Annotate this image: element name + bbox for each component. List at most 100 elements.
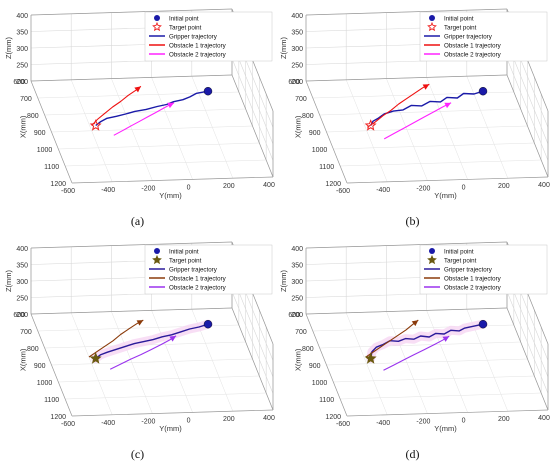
axis-box-edge — [305, 8, 508, 16]
obstacle-1-trajectory-arrowhead — [134, 86, 141, 93]
target-point-marker — [89, 119, 102, 131]
gripper-trajectory-line — [95, 323, 209, 360]
z-tick-label: 200 — [291, 79, 303, 86]
floor-gridline-x — [333, 142, 535, 150]
y-tick-label: -600 — [61, 421, 75, 428]
floor-gridline-x — [340, 159, 542, 167]
legend-box — [419, 11, 548, 62]
legend: Initial point Target point Gripper traject… — [419, 11, 548, 62]
legend-label: Obstacle 2 trajectory — [169, 52, 227, 59]
y-tick-label: 0 — [462, 184, 466, 191]
x-tick-label: 800 — [27, 346, 39, 353]
y-tick-label: 0 — [462, 417, 466, 424]
axis-box-edge — [305, 80, 348, 184]
x-tick-label: 900 — [34, 363, 46, 370]
obstacle-1-trajectory-arrowhead — [411, 320, 419, 327]
floor-gridline-x — [326, 125, 528, 133]
legend: Initial point Target point Gripper traject… — [419, 244, 548, 295]
legend-label: Initial point — [444, 249, 474, 256]
x-tick-label: 1100 — [319, 397, 334, 404]
chart-a-svg: -600 -400 -200 0 200 400 Y(mm) 600 700 800 900 1000… — [4, 8, 275, 200]
x-axis-label: X(mm) — [18, 115, 27, 138]
z-tick-label: 250 — [16, 296, 28, 303]
axis-box-edge — [231, 307, 274, 411]
caption-c: (c) — [130, 447, 145, 461]
x-tick-label: 600 — [13, 79, 25, 86]
chart-d-svg: -600 -400 -200 0 200 400 Y(mm) 600 700 800 900 1000… — [279, 241, 550, 433]
x-tick-label: 700 — [295, 96, 307, 103]
x-tick-label: 900 — [34, 130, 46, 137]
floor-gridline-x — [58, 375, 260, 383]
y-tick-label: 400 — [538, 182, 550, 189]
x-tick-label: 700 — [20, 96, 32, 103]
axis-box-edge — [305, 307, 508, 315]
axis-box-edge — [30, 74, 233, 82]
z-axis-label: Z(mm) — [4, 269, 13, 292]
y-tick-label: 0 — [187, 417, 191, 424]
legend-label: Obstacle 1 trajectory — [169, 276, 227, 283]
legend-label: Obstacle 2 trajectory — [169, 285, 227, 292]
x-tick-label: 1000 — [312, 380, 328, 387]
x-tick-label: 700 — [20, 329, 32, 336]
y-axis-label: Y(mm) — [159, 424, 182, 433]
initial-point-marker — [203, 86, 213, 96]
z-tick-label: 400 — [16, 246, 28, 253]
x-tick-label: 600 — [288, 312, 300, 319]
legend-marker-target-point — [152, 254, 162, 265]
chart-panel-c: -600 -400 -200 0 200 400 Y(mm) 600 700 800 900 1000… — [0, 233, 275, 465]
obstacle-2-trajectory-arrowhead — [169, 335, 177, 342]
y-tick-label: -200 — [141, 186, 155, 193]
obstacle-2-trajectory-line — [109, 335, 177, 370]
z-tick-label: 250 — [291, 296, 303, 303]
y-tick-label: -600 — [336, 188, 350, 195]
x-tick-label: 1100 — [319, 164, 334, 171]
legend-label: Obstacle 1 trajectory — [169, 43, 227, 50]
legend-label: Initial point — [169, 16, 199, 23]
z-tick-label: 300 — [16, 279, 28, 286]
z-tick-label: 350 — [16, 30, 28, 37]
z-tick-label: 350 — [291, 30, 303, 37]
axis-box-edge — [30, 307, 233, 315]
legend-box — [419, 244, 548, 295]
obstacle-2-trajectory-line — [383, 335, 450, 371]
x-tick-label: 700 — [295, 329, 307, 336]
side-wall-z-gridline — [506, 291, 549, 394]
z-axis-label: Z(mm) — [4, 36, 13, 59]
axis-box-edge — [305, 241, 508, 249]
legend-label: Gripper trajectory — [444, 267, 493, 274]
x-tick-label: 900 — [309, 363, 321, 370]
z-tick-label: 200 — [16, 79, 28, 86]
x-tick-label: 800 — [302, 113, 314, 120]
axis-box-edge — [231, 74, 274, 178]
z-tick-label: 200 — [291, 312, 303, 319]
target-point-marker — [364, 352, 377, 364]
z-tick-label: 300 — [16, 46, 28, 53]
z-tick-label: 400 — [16, 13, 28, 20]
side-wall-z-gridline — [506, 58, 549, 161]
x-tick-label: 1200 — [325, 181, 341, 188]
chart-panel-b: -600 -400 -200 0 200 400 Y(mm) 600 700 800 900 1000… — [275, 0, 550, 232]
floor-gridline-x — [51, 125, 253, 133]
legend-label: Gripper trajectory — [169, 267, 218, 274]
obstacle-2-trajectory-arrowhead — [444, 102, 452, 109]
x-axis-label: X(mm) — [293, 348, 302, 371]
axis-box-edge — [346, 409, 549, 417]
floor-gridline-x — [319, 341, 521, 349]
obstacle-2-trajectory-line — [383, 102, 452, 140]
side-wall-z-gridline — [231, 58, 274, 161]
chart-panel-d: -600 -400 -200 0 200 400 Y(mm) 600 700 800 900 1000… — [275, 233, 550, 465]
initial-point-marker — [478, 319, 488, 329]
y-tick-label: -600 — [61, 188, 75, 195]
floor-gridline-x — [58, 142, 260, 150]
obstacle-1-trajectory-arrowhead — [136, 320, 144, 326]
y-tick-label: -200 — [416, 186, 430, 193]
x-tick-label: 1100 — [44, 397, 59, 404]
legend-label: Obstacle 1 trajectory — [444, 43, 502, 50]
axis-box-edge — [30, 313, 73, 417]
initial-point-marker — [203, 319, 213, 329]
axis-box-edge — [71, 409, 274, 417]
z-tick-label: 400 — [291, 246, 303, 253]
z-tick-label: 350 — [291, 263, 303, 270]
chart-c-svg: -600 -400 -200 0 200 400 Y(mm) 600 700 800 900 1000… — [4, 241, 275, 433]
z-tick-label: 350 — [16, 263, 28, 270]
